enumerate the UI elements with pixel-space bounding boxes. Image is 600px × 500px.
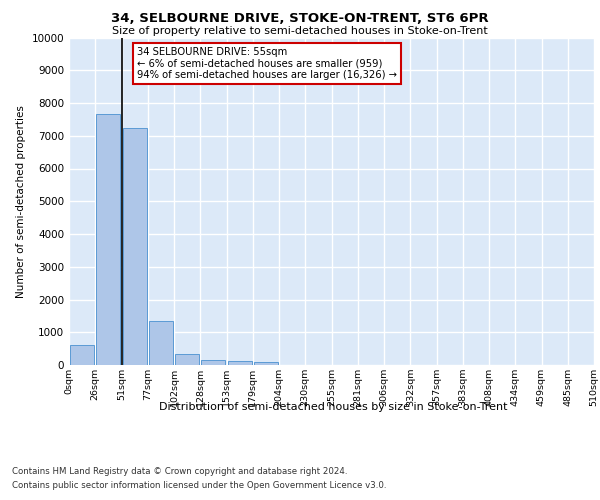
- Text: Contains public sector information licensed under the Open Government Licence v3: Contains public sector information licen…: [12, 481, 386, 490]
- Bar: [254, 362, 278, 365]
- Bar: [149, 321, 173, 365]
- Text: Distribution of semi-detached houses by size in Stoke-on-Trent: Distribution of semi-detached houses by …: [159, 402, 507, 412]
- Y-axis label: Number of semi-detached properties: Number of semi-detached properties: [16, 105, 26, 298]
- Bar: [96, 114, 121, 365]
- Bar: [175, 354, 199, 365]
- Bar: [70, 346, 94, 365]
- Text: Size of property relative to semi-detached houses in Stoke-on-Trent: Size of property relative to semi-detach…: [112, 26, 488, 36]
- Bar: [227, 362, 252, 365]
- Text: 34 SELBOURNE DRIVE: 55sqm
← 6% of semi-detached houses are smaller (959)
94% of : 34 SELBOURNE DRIVE: 55sqm ← 6% of semi-d…: [137, 47, 397, 80]
- Text: Contains HM Land Registry data © Crown copyright and database right 2024.: Contains HM Land Registry data © Crown c…: [12, 468, 347, 476]
- Text: 34, SELBOURNE DRIVE, STOKE-ON-TRENT, ST6 6PR: 34, SELBOURNE DRIVE, STOKE-ON-TRENT, ST6…: [111, 12, 489, 26]
- Bar: [202, 360, 226, 365]
- Bar: [122, 128, 147, 365]
